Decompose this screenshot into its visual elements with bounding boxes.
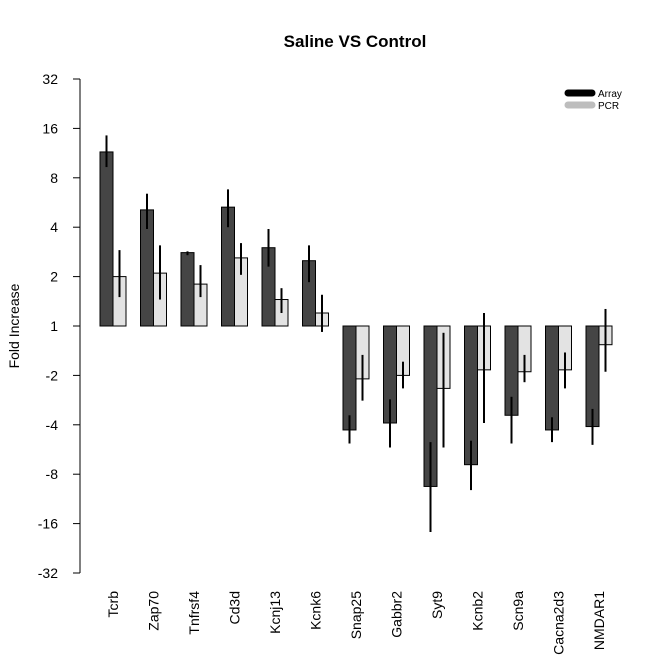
x-tick-label: Cacna2d3 [551,591,567,655]
y-tick-label: -16 [38,516,58,532]
y-tick-label: -32 [38,565,58,581]
x-tick-labels: Tcrb Zap70 Tnfrsf4 Cd3d Kcnj13 Kcnk6 Snap25 Gab… [105,591,607,655]
x-tick-label: Scn9a [510,591,526,631]
x-tick-label: Cd3d [227,591,243,624]
x-tick-label: Snap25 [348,591,364,639]
x-tick-label: Zap70 [146,591,162,631]
array-bar-snap25 [342,325,357,431]
y-tick-label: -2 [46,367,59,383]
y-tick-label: -4 [46,417,59,433]
y-tick-label: 1 [50,318,58,334]
array-bar-tnfrsf4 [180,252,195,327]
y-tick-label: 4 [50,219,58,235]
y-tick-label: 8 [50,170,58,186]
x-tick-label: Kcnb2 [470,591,486,631]
x-tick-label: Tcrb [105,591,121,618]
x-tick-label: Kcnk6 [308,591,324,630]
array-bar-tcrb [99,151,114,327]
x-tick-label: Kcnj13 [267,591,283,634]
y-axis-title: Fold Increase [6,283,22,368]
x-tick-label: NMDAR1 [591,591,607,650]
y-tick-label: 32 [42,71,58,87]
y-axis: 32 16 8 4 2 1 -2 -4 -8 -16 -32 [38,71,81,581]
y-tick-label: 16 [42,120,58,136]
chart-title: Saline VS Control [284,32,427,51]
legend-label-pcr: PCR [598,101,619,112]
legend-label-array: Array [598,89,622,100]
y-tick-label: 2 [50,269,58,285]
bars-group [99,135,613,532]
y-tick-label: -8 [46,466,59,482]
array-bar-cacna2d3 [545,325,559,431]
x-tick-label: Syt9 [429,591,445,619]
x-tick-label: Gabbr2 [389,591,405,638]
x-tick-label: Tnfrsf4 [186,591,202,635]
